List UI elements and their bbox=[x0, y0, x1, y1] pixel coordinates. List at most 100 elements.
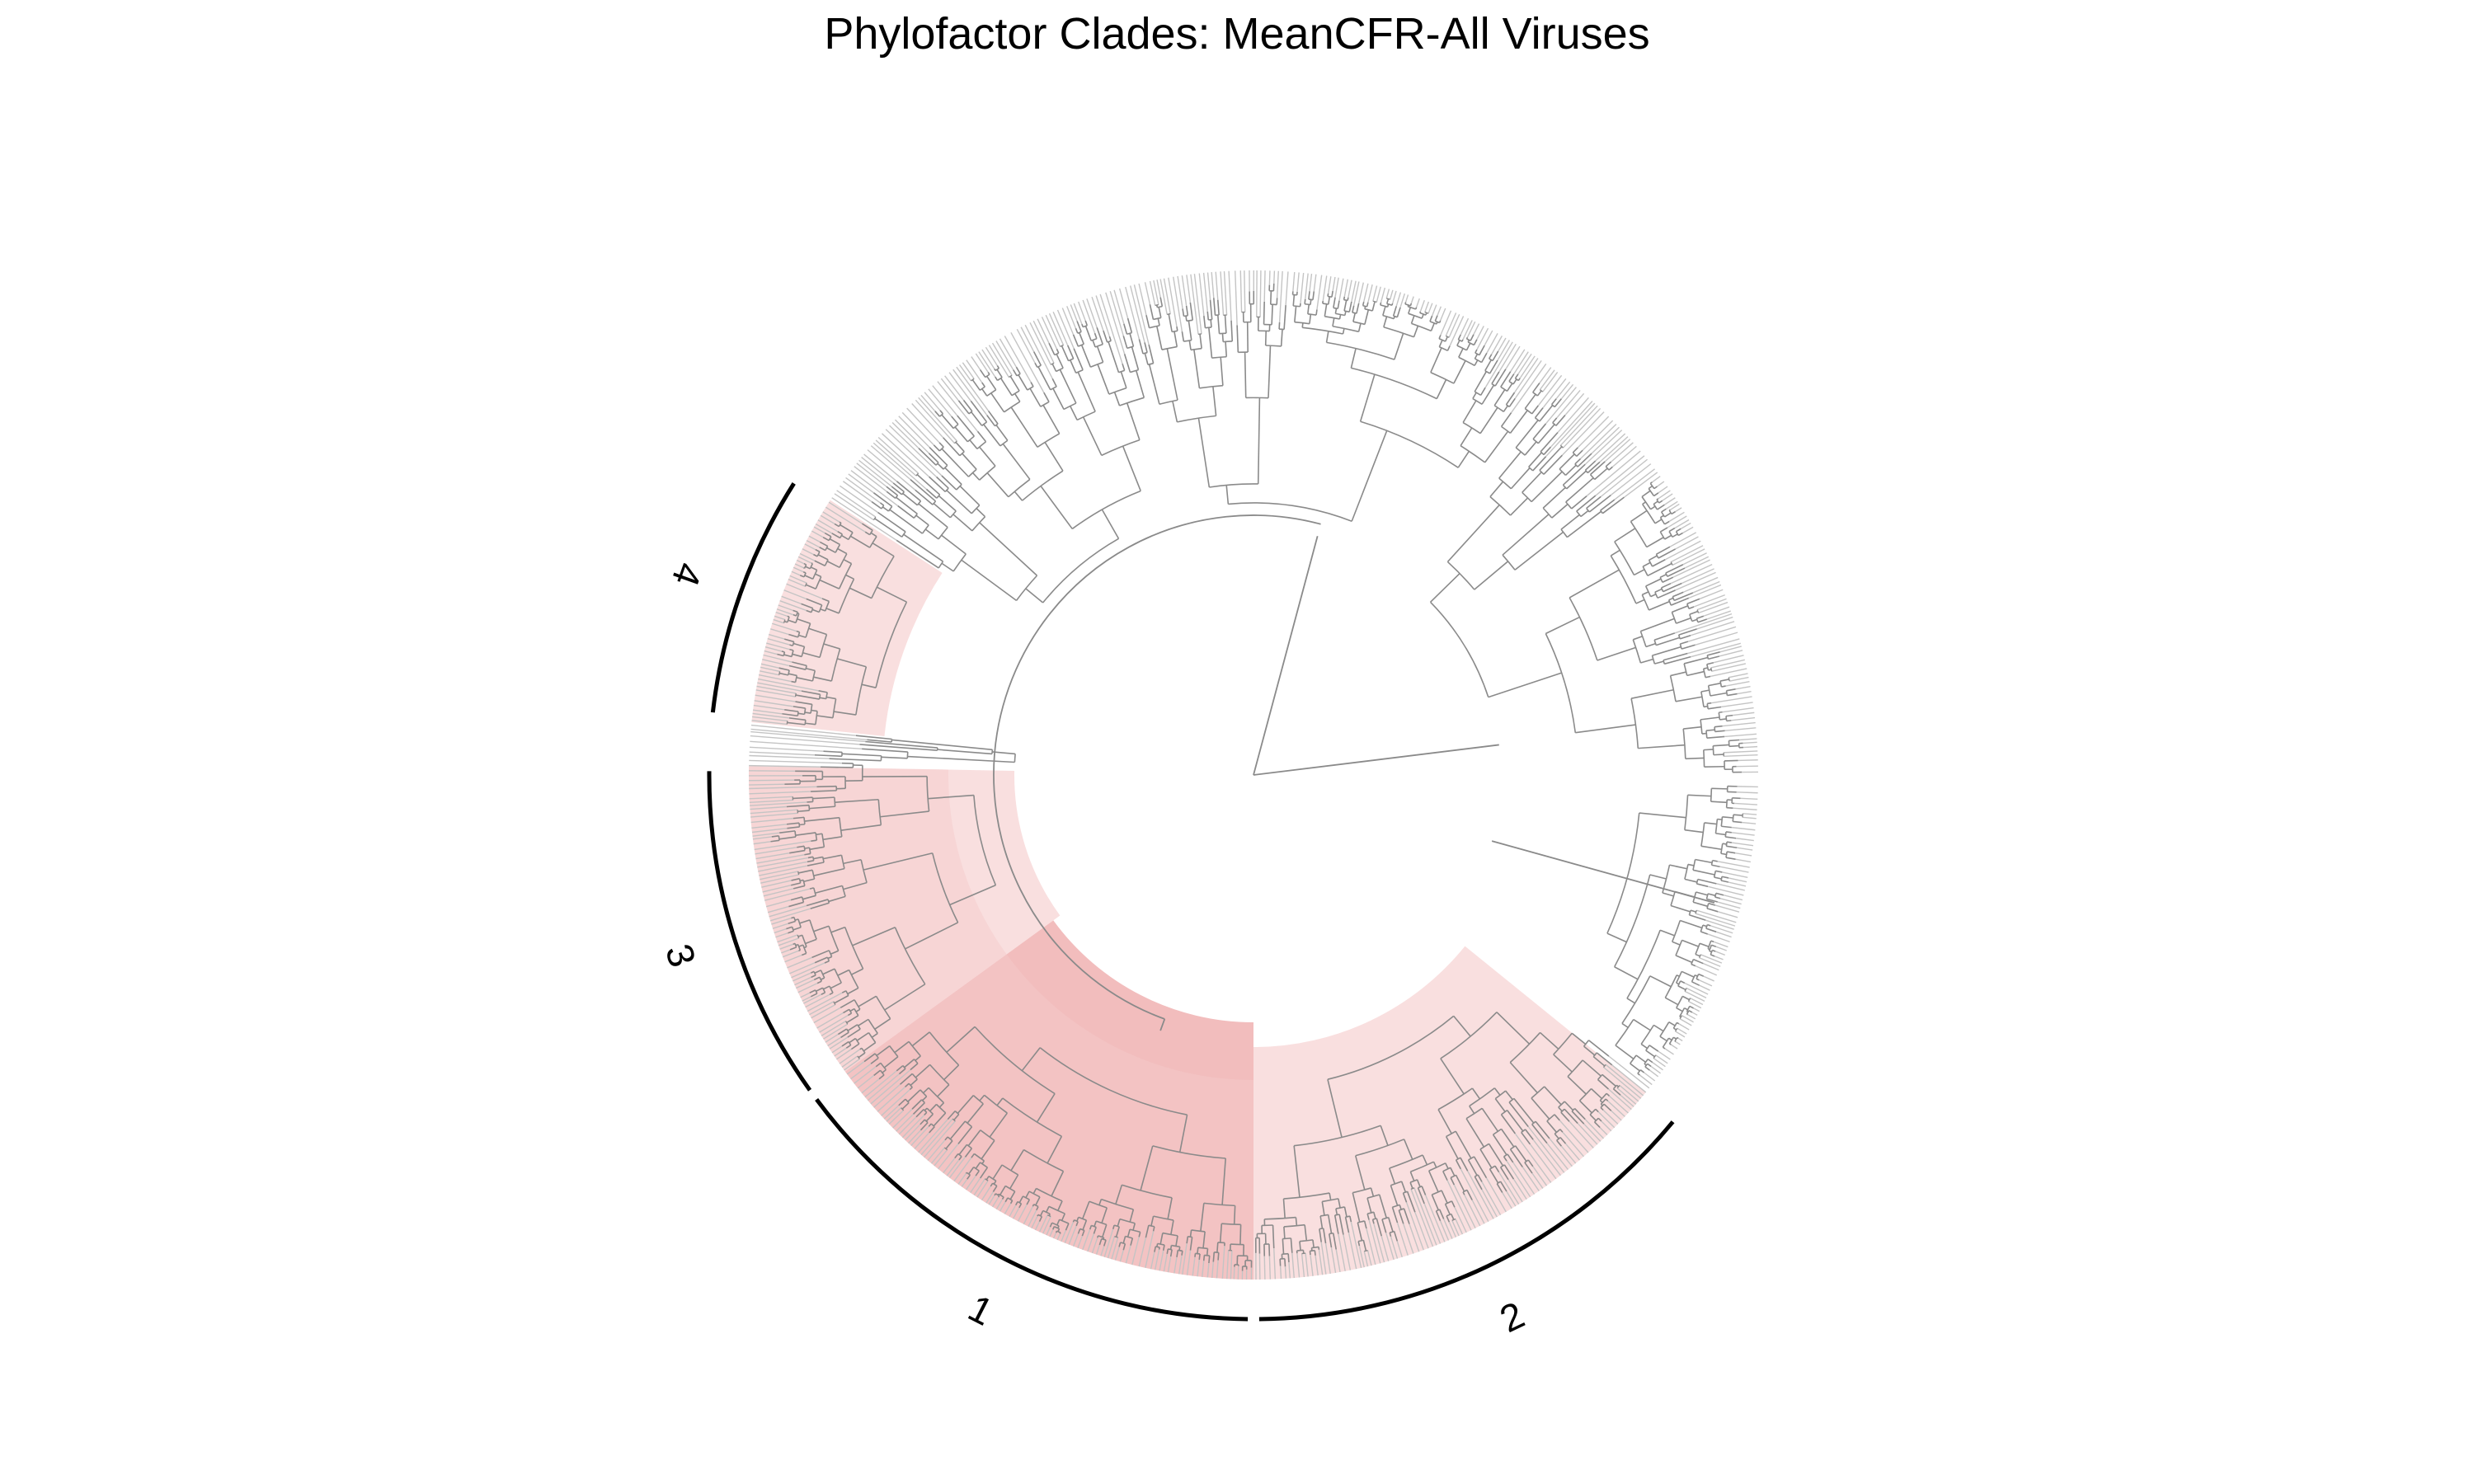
radial-branch bbox=[1681, 644, 1696, 650]
tip-branch bbox=[767, 905, 789, 913]
tip-branch bbox=[946, 1159, 960, 1176]
node-arc bbox=[1101, 1198, 1134, 1210]
node-arc bbox=[1016, 373, 1021, 377]
radial-branch bbox=[1108, 336, 1112, 341]
node-arc bbox=[995, 423, 999, 427]
radial-branch bbox=[1677, 985, 1686, 991]
radial-branch bbox=[1348, 301, 1352, 312]
tip-branch bbox=[774, 928, 787, 934]
radial-branch bbox=[1684, 878, 1698, 883]
node-arc bbox=[1672, 596, 1675, 601]
radial-branch bbox=[807, 860, 814, 863]
tip-branch bbox=[784, 954, 802, 963]
node-arc bbox=[1682, 728, 1686, 759]
tip-branch bbox=[761, 880, 792, 888]
radial-branch bbox=[1402, 1192, 1408, 1203]
radial-branch bbox=[878, 1074, 885, 1080]
radial-branch bbox=[804, 816, 840, 822]
radial-branch bbox=[1571, 1111, 1585, 1125]
radial-branch bbox=[1224, 315, 1227, 334]
tip-branch bbox=[1679, 1018, 1692, 1026]
node-arc bbox=[901, 1107, 905, 1111]
tip-branch bbox=[1410, 296, 1414, 304]
tip-branch bbox=[1464, 1195, 1481, 1227]
tip-branch bbox=[749, 759, 842, 764]
radial-branch bbox=[1014, 393, 1021, 402]
radial-branch bbox=[1333, 1214, 1339, 1234]
node-arc bbox=[1475, 358, 1483, 364]
radial-branch bbox=[1500, 1114, 1517, 1134]
tip-branch bbox=[1239, 270, 1243, 312]
radial-branch bbox=[1458, 348, 1464, 358]
radial-branch bbox=[1043, 392, 1050, 402]
clade-1-arc bbox=[815, 1098, 1249, 1322]
radial-branch bbox=[813, 867, 845, 876]
node-arc bbox=[1614, 541, 1635, 575]
radial-branch bbox=[814, 754, 842, 758]
node-arc bbox=[921, 524, 929, 534]
tip-branch bbox=[1159, 279, 1168, 315]
radial-branch bbox=[783, 638, 794, 643]
node-arc bbox=[844, 1021, 849, 1025]
radial-branch bbox=[1681, 939, 1699, 947]
tip-branch bbox=[1512, 1178, 1527, 1200]
tip-branch bbox=[1279, 1266, 1282, 1280]
node-arc bbox=[1695, 942, 1700, 955]
radial-branch bbox=[1042, 404, 1061, 434]
tip-branch bbox=[770, 628, 789, 636]
tip-branch bbox=[1652, 476, 1661, 483]
tip-branch bbox=[1082, 1228, 1091, 1251]
radial-branch bbox=[1677, 1036, 1679, 1040]
tip-branch bbox=[803, 993, 822, 1004]
radial-branch bbox=[1589, 1114, 1597, 1121]
tip-branch bbox=[924, 1120, 956, 1158]
radial-branch bbox=[1061, 345, 1070, 362]
radial-branch bbox=[976, 508, 986, 518]
radial-branch bbox=[872, 542, 895, 557]
tip-branch bbox=[888, 1110, 905, 1125]
radial-branch bbox=[1500, 1128, 1515, 1148]
tip-branch bbox=[1706, 610, 1731, 620]
radial-branch bbox=[1513, 1097, 1535, 1124]
radial-branch bbox=[1176, 326, 1178, 331]
tip-branch bbox=[1448, 1221, 1457, 1237]
radial-branch bbox=[1474, 561, 1509, 590]
radial-branch bbox=[1510, 467, 1531, 490]
radial-branch bbox=[822, 536, 830, 542]
radial-branch bbox=[822, 836, 842, 841]
radial-branch bbox=[1094, 332, 1098, 339]
radial-branch bbox=[957, 1095, 974, 1114]
radial-branch bbox=[962, 399, 973, 412]
tip-branch bbox=[1041, 317, 1058, 350]
radial-branch bbox=[839, 521, 842, 524]
radial-branch bbox=[1647, 562, 1672, 577]
tip-branch bbox=[1722, 871, 1748, 879]
tip-branch bbox=[932, 385, 958, 416]
node-arc bbox=[1056, 1230, 1061, 1233]
tip-branch bbox=[1591, 426, 1620, 454]
tip-branch bbox=[1542, 372, 1559, 392]
node-arc bbox=[1677, 634, 1681, 640]
radial-branch bbox=[1686, 1013, 1688, 1016]
tip-branch bbox=[749, 746, 824, 752]
radial-branch bbox=[793, 613, 797, 617]
radial-branch bbox=[922, 1087, 929, 1094]
radial-branch bbox=[841, 990, 847, 993]
radial-branch bbox=[1392, 306, 1398, 317]
radial-branch bbox=[770, 839, 780, 843]
radial-branch bbox=[1202, 1231, 1206, 1248]
tip-branch bbox=[848, 473, 874, 494]
radial-branch bbox=[990, 1182, 994, 1187]
node-arc bbox=[1161, 345, 1178, 350]
radial-branch bbox=[789, 849, 806, 854]
node-arc bbox=[1472, 397, 1483, 405]
radial-branch bbox=[1707, 923, 1711, 927]
node-arc bbox=[810, 704, 813, 714]
radial-branch bbox=[1338, 1214, 1344, 1235]
node-arc bbox=[1322, 303, 1329, 305]
radial-branch bbox=[1430, 347, 1442, 373]
node-arc bbox=[1230, 1243, 1244, 1246]
radial-branch bbox=[907, 1089, 921, 1102]
radial-branch bbox=[945, 1140, 953, 1149]
radial-branch bbox=[1394, 332, 1404, 360]
